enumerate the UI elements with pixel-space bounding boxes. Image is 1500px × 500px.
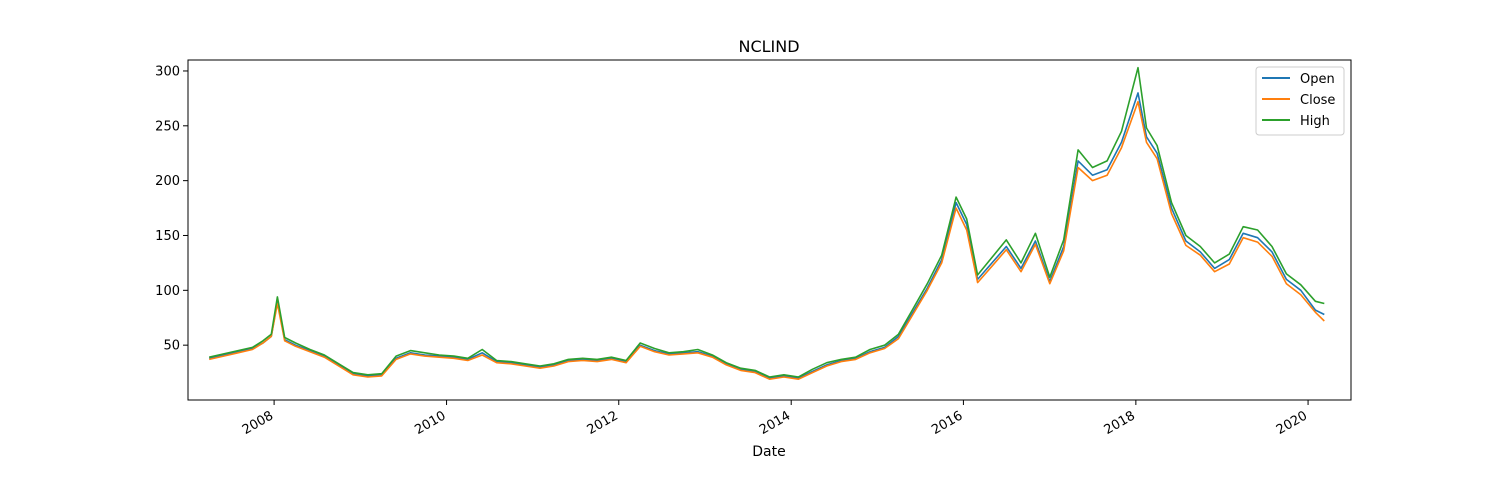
- series-line-open: [209, 92, 1325, 379]
- legend: Open Close High: [1255, 66, 1345, 136]
- y-tick-label: 50: [163, 339, 180, 354]
- legend-label-open: Open: [1300, 72, 1335, 87]
- x-axis-title: Date: [752, 444, 785, 460]
- y-tick-label: 200: [155, 174, 180, 189]
- series-line-high: [209, 66, 1325, 378]
- chart-title: NCLIND: [738, 37, 799, 56]
- y-tick-label: 250: [155, 119, 180, 134]
- series-layer: [209, 66, 1325, 381]
- series-line-close: [209, 100, 1325, 381]
- y-axis: 50 100 150 200 250 300: [155, 64, 188, 354]
- y-tick-label: 150: [155, 229, 180, 244]
- legend-label-high: High: [1300, 114, 1330, 129]
- legend-label-close: Close: [1300, 93, 1335, 108]
- plot-area-frame: [187, 59, 1352, 401]
- legend-box: [1255, 66, 1345, 136]
- y-tick-label: 300: [155, 64, 180, 79]
- y-tick-label: 100: [155, 284, 180, 299]
